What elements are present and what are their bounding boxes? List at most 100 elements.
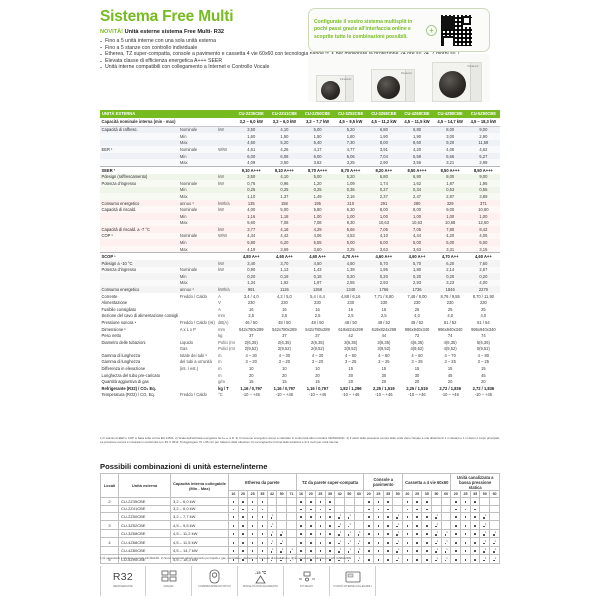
combo-group-header: TZ da parete super-compatta (295, 472, 365, 492)
combo-compat-cell (286, 537, 297, 547)
online-configurator-callout[interactable]: Configurate il vostro sistema multisplit… (308, 8, 490, 52)
combo-cell-capacity: 3,2 – 7,7 kW (170, 511, 229, 522)
spec-row-label: Temperatura (RO2) / CO, Eq. (100, 391, 179, 399)
spec-row-sublabel: Nominale (178, 206, 217, 214)
spec-value: 3,50 (267, 159, 301, 167)
combo-compat-cell (450, 504, 462, 513)
spec-value: 0,20 (466, 273, 500, 280)
combo-compat-cell: 1 (440, 545, 452, 556)
spec-value: 4(9,52) (400, 345, 434, 353)
combo-compat-cell (411, 537, 423, 547)
spec-value: 3,15 (466, 245, 500, 253)
combo-compat-cell (228, 520, 239, 530)
combo-size-header: 25 (460, 490, 471, 499)
spec-value: 4 – 30 (267, 352, 301, 359)
spec-row-label: Consumo energetico (100, 286, 179, 293)
header: Sistema Free Multi NOVITÀ! Unità esterne… (0, 0, 600, 108)
list-item: Etherea, TZ super-compatta, console a pa… (100, 51, 600, 58)
spec-row: Pdesign (raffrescamento) kW 3,50 4,10 5,00 5,… (100, 173, 500, 181)
spec-row-sublabel: annuo ³ (178, 286, 217, 293)
spec-value: 5,00 (334, 239, 368, 246)
combo-cell-locali (100, 504, 119, 513)
combo-compat-cell (460, 511, 471, 522)
combo-cell-capacity: 3,2 – 6,0 kW (170, 504, 229, 513)
combo-compat-cell (305, 511, 317, 522)
spec-value: 5,66 (433, 152, 467, 160)
spec-value: 0,18 (300, 273, 335, 280)
spec-row: Max 4,19 3,69 3,60 3,25 3,63 3,63 3,31 3,15 (100, 245, 500, 253)
combo-size-header: 25 (247, 490, 258, 499)
low-temp-heating-icon: -15 ℃ MODALITÀ RISCALDAMENTO (238, 566, 284, 596)
spec-value: 8,00 (400, 206, 434, 214)
spec-value: 7,71 / 8,80 (367, 292, 401, 300)
combo-compat-cell (324, 511, 336, 522)
combo-compat-cell (402, 545, 413, 556)
spec-value: 8,00 (367, 206, 401, 214)
spec-value: 1340 (334, 286, 368, 293)
spec-value: 280 (400, 199, 434, 207)
combo-compat-cell (431, 504, 442, 513)
combo-size-header: 20 (402, 490, 413, 499)
spec-value: 1,90 (367, 133, 401, 140)
spec-value: 16 (334, 306, 368, 313)
qr-code-icon[interactable] (441, 14, 472, 46)
capacity-row: Capacità nominale interna (min - max) 3,2… (100, 118, 500, 127)
spec-value: 996x940x340 (433, 325, 467, 333)
spec-value: 25 (466, 306, 500, 313)
spec-row-unit (216, 213, 235, 220)
combo-compat-cell (411, 520, 423, 530)
combo-size-header: 20 (363, 490, 375, 499)
spec-value: 3,50 (234, 126, 268, 134)
spec-row: Quantità aggiuntiva di gas g/m 15 15 15 20 20 2… (100, 378, 500, 386)
spec-value: 8,70 A+++ (334, 165, 368, 174)
combo-compat-cell: 1 (353, 528, 365, 539)
spec-value: 1,80 (400, 266, 434, 274)
combo-compat-cell (469, 537, 481, 547)
compressor-icon: COMPRESSORE ROTATIVO (192, 566, 238, 596)
spec-value: 2,14 (433, 266, 467, 274)
combo-compat-cell (247, 520, 258, 530)
combo-compat-cell (266, 497, 278, 506)
spec-value: 3 – 25 (466, 358, 500, 366)
combo-compat-cell: 1 (431, 537, 442, 547)
combo-compat-cell: 1 (334, 528, 346, 539)
combo-compat-cell: 1 (489, 528, 500, 539)
spec-row-unit: W/W (216, 146, 235, 153)
spec-row-unit (216, 186, 235, 194)
spec-value: 25 (433, 306, 467, 313)
combo-compat-cell: 1 (431, 545, 442, 556)
combo-cell-locali (100, 511, 119, 522)
spec-value: -10 – +46 (367, 391, 401, 399)
specification-table: UNITÀ ESTERNA CU-2Z35CBE CU-2Z41CBE CU-2… (100, 110, 500, 399)
spec-row-unit: kg / T (216, 385, 235, 392)
combo-compat-cell (382, 511, 394, 522)
spec-value: 51 / 54 (466, 319, 500, 326)
spec-value: 619x824x299 (334, 325, 368, 333)
plus-icon: + (426, 24, 437, 36)
spec-value: 230 (334, 299, 368, 307)
spec-value: 11,58 (466, 139, 500, 147)
spec-row: Pressione sonora ⁴ Freddo / Caldo (Hi) dB(… (100, 319, 500, 326)
combo-compat-cell: 1 (266, 520, 278, 530)
spec-value: 1,43 (300, 266, 335, 274)
spec-value: 2,93 (367, 279, 401, 287)
spec-row: Capacità di riscald. a -7 °C kW 3,77 4,18 4,… (100, 226, 500, 233)
combo-compat-cell (276, 497, 288, 506)
spec-value: 1,74 (367, 180, 401, 187)
model-header: CU-2Z35CBE (234, 110, 268, 118)
spec-value: 15 (466, 365, 500, 372)
spec-value: 6,08 (267, 152, 301, 160)
spec-row-unit: kW (216, 266, 235, 274)
spec-value: 5,66 (334, 226, 368, 233)
combo-col-header: Capacità interna collegabile (Min - Max) (170, 472, 229, 499)
spec-value: 4,10 (267, 126, 301, 134)
combo-compat-cell: 1 (334, 545, 346, 556)
spec-value: -10 – +46 (334, 391, 368, 399)
compressor-icon-glyph (208, 568, 221, 585)
table-row: CU-2Z41CBE 3,2 – 6,0 kW (100, 504, 500, 513)
spec-row-sublabel (178, 312, 217, 320)
combo-size-header: 42 (334, 490, 346, 499)
spec-value: 0,20 (433, 273, 467, 280)
